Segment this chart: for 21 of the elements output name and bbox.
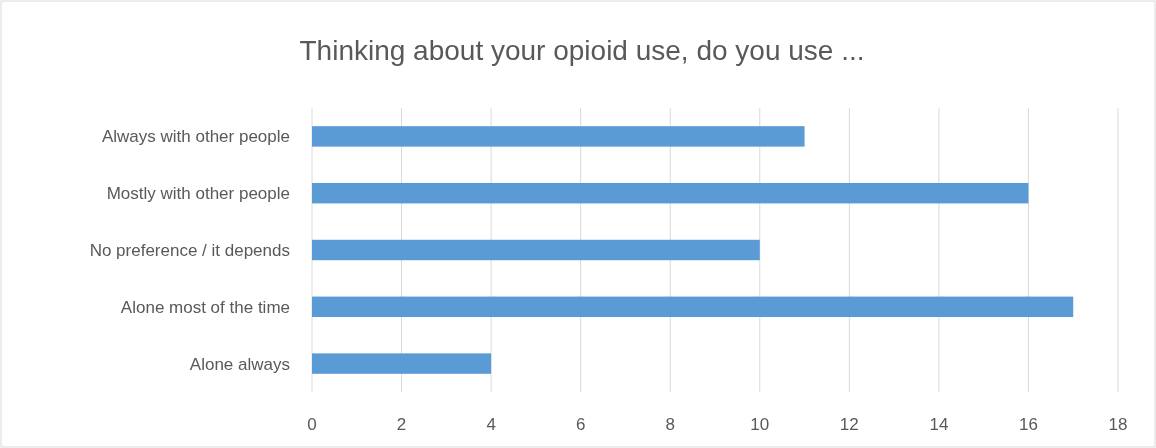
- y-tick-label: Always with other people: [101, 127, 290, 147]
- bar: [312, 239, 760, 261]
- x-tick-label: 10: [750, 415, 770, 434]
- y-tick-label: Alone most of the time: [120, 297, 290, 317]
- chart-title: Thinking about your opioid use, do you use ...: [299, 35, 865, 66]
- bar: [312, 126, 805, 147]
- x-tick-label: 0: [307, 415, 317, 434]
- bar: [312, 296, 1074, 318]
- x-tick-label: 6: [575, 415, 586, 434]
- x-tick-label: 4: [486, 415, 496, 434]
- x-tick-label: 16: [1018, 415, 1038, 434]
- bar: [312, 353, 492, 374]
- bar: [312, 182, 1029, 204]
- y-tick-label: Mostly with other people: [106, 184, 290, 204]
- y-tick-label: No preference / it depends: [89, 240, 290, 260]
- x-tick-label: 14: [929, 415, 949, 434]
- x-tick-label: 2: [396, 415, 407, 434]
- y-tick-label: Alone always: [189, 354, 290, 374]
- x-tick-label: 18: [1108, 415, 1128, 434]
- x-tick-label: 8: [665, 415, 675, 434]
- x-tick-label: 12: [839, 415, 859, 434]
